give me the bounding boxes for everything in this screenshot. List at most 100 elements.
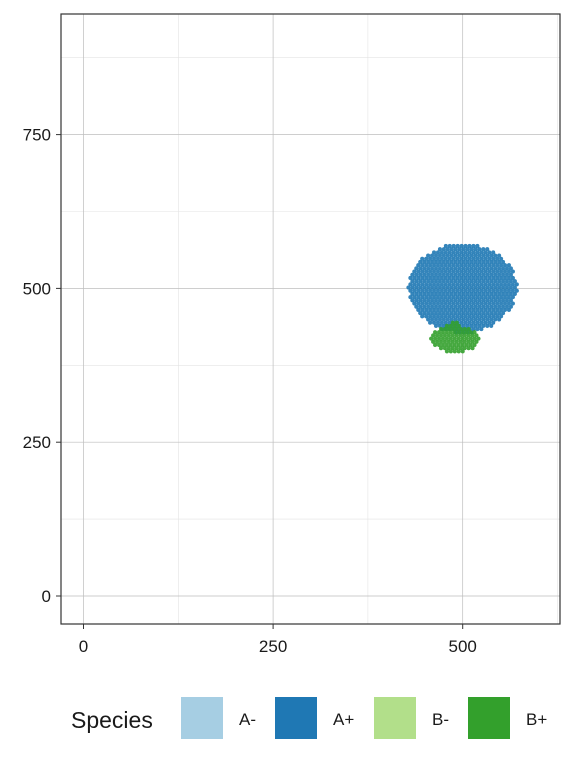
data-point	[431, 307, 437, 312]
data-point	[472, 342, 477, 348]
data-point	[463, 320, 468, 325]
data-point	[431, 275, 437, 280]
legend-swatch-bminus	[374, 697, 416, 739]
data-point	[454, 346, 459, 351]
data-point	[506, 307, 512, 312]
data-point	[454, 333, 459, 338]
data-point	[450, 320, 455, 325]
x-axis: 025050075010001250	[79, 624, 477, 656]
data-point	[444, 323, 449, 328]
data-point	[443, 295, 448, 300]
data-point	[412, 288, 417, 293]
data-point	[463, 282, 468, 287]
data-point	[433, 323, 439, 328]
data-point	[463, 301, 468, 306]
data-point	[455, 256, 460, 261]
legend-label: A+	[333, 710, 354, 729]
data-point	[465, 272, 470, 277]
data-point	[463, 307, 468, 312]
data-point	[463, 295, 468, 300]
data-point	[433, 259, 439, 265]
y-tick-label: 250	[23, 433, 51, 452]
data-point	[443, 269, 448, 274]
data-point	[487, 282, 492, 287]
x-tick-label: 0	[79, 637, 88, 656]
data-point	[481, 247, 486, 252]
data-point	[433, 266, 439, 271]
data-point	[431, 288, 437, 293]
legend: Species A- A+ B- B+	[71, 697, 547, 739]
data-point	[426, 253, 431, 258]
data-point	[491, 320, 496, 325]
data-point	[433, 311, 439, 316]
data-point	[462, 326, 467, 332]
data-point	[463, 269, 468, 274]
data-point	[487, 269, 492, 274]
data-point	[463, 250, 468, 255]
data-point	[485, 311, 490, 316]
data-point	[443, 243, 448, 249]
data-point	[433, 272, 439, 277]
data-point	[455, 250, 460, 255]
data-point	[454, 320, 459, 325]
data-point	[487, 301, 492, 306]
data-point	[412, 282, 417, 287]
data-point	[410, 272, 415, 277]
data-point	[485, 272, 490, 277]
data-point	[453, 304, 458, 309]
data-point	[467, 243, 472, 249]
y-tick-label: 500	[23, 279, 51, 298]
data-point	[487, 307, 492, 312]
data-point	[497, 317, 502, 322]
x-tick-label: 500	[449, 637, 477, 656]
data-point	[487, 275, 492, 280]
data-point	[475, 243, 480, 249]
data-point	[479, 327, 484, 332]
data-point	[485, 279, 490, 284]
data-point	[487, 250, 492, 255]
data-point	[506, 263, 512, 268]
data-point	[443, 307, 448, 312]
data-point	[443, 250, 448, 255]
data-point	[485, 317, 490, 322]
data-point	[453, 253, 458, 258]
data-point	[433, 279, 439, 284]
data-point	[463, 275, 468, 280]
data-point	[485, 323, 490, 328]
data-point	[499, 256, 504, 261]
data-point	[453, 311, 458, 316]
legend-swatch-aminus	[181, 697, 223, 739]
data-point	[465, 298, 470, 303]
data-point	[433, 253, 439, 258]
y-tick-label: 0	[42, 587, 51, 606]
data-point	[431, 295, 437, 300]
data-point	[453, 285, 458, 290]
y-tick-label: 750	[23, 126, 51, 145]
data-point	[453, 291, 458, 296]
data-point	[453, 272, 458, 277]
data-point	[410, 285, 415, 290]
data-point	[474, 333, 479, 338]
data-point	[485, 259, 490, 265]
data-point	[433, 342, 438, 348]
data-point	[487, 256, 492, 261]
data-point	[431, 250, 437, 255]
data-point	[431, 301, 437, 306]
data-point	[433, 336, 438, 341]
legend-swatch-bplus	[468, 697, 510, 739]
data-point	[465, 317, 470, 322]
data-point	[455, 263, 460, 268]
data-point	[438, 326, 444, 332]
data-point	[431, 263, 437, 268]
data-point	[431, 282, 437, 287]
data-point	[463, 243, 468, 249]
data-point	[455, 275, 460, 280]
data-point	[487, 263, 492, 268]
data-point	[431, 256, 437, 261]
data-point	[452, 323, 457, 328]
legend-label: B+	[526, 710, 547, 729]
minor-gridlines	[61, 14, 560, 624]
data-point	[476, 336, 481, 341]
data-point	[485, 298, 490, 303]
